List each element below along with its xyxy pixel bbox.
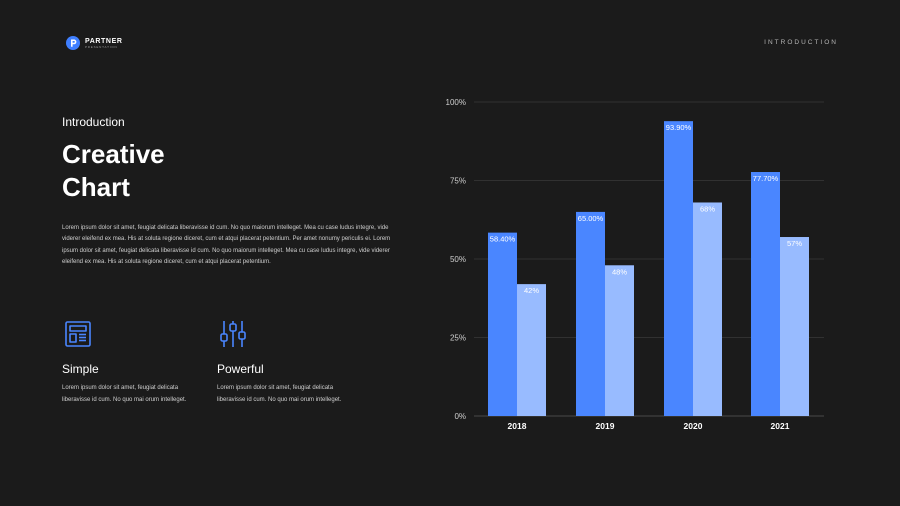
data-label: 58.40% (490, 235, 516, 244)
x-tick-label: 2018 (508, 421, 527, 431)
data-label: 48% (612, 267, 627, 276)
y-tick-label: 100% (446, 98, 466, 107)
brand-tagline: PRESENTATION (85, 44, 118, 49)
feature-text: Lorem ipsum dolor sit amet, feugiat deli… (217, 385, 342, 403)
data-label: 42% (524, 286, 539, 295)
sliders-icon (220, 321, 246, 347)
x-tick-label: 2021 (771, 421, 790, 431)
data-label: 93.90% (666, 123, 692, 132)
bar (488, 232, 517, 416)
y-tick-label: 0% (454, 412, 466, 421)
partner-logo-icon (66, 36, 80, 50)
bar (576, 211, 605, 416)
feature-powerful: Powerful Lorem ipsum dolor sit amet, feu… (217, 318, 352, 406)
brand-name: PARTNER (85, 37, 123, 45)
intro-body: Lorem ipsum dolor sit amet, feugiat deli… (62, 225, 391, 265)
data-label: 57% (787, 239, 802, 248)
bar (693, 202, 722, 416)
page-title: Creative Chart (62, 138, 165, 204)
y-tick-label: 50% (450, 255, 466, 264)
newspaper-icon (65, 321, 91, 347)
y-tick-label: 25% (450, 334, 466, 343)
title-line-2: Chart (62, 172, 130, 202)
intro-subtitle: Introduction (62, 115, 125, 129)
bar (605, 265, 634, 416)
feature-title: Simple (62, 362, 99, 376)
y-tick-label: 75% (450, 177, 466, 186)
feature-title: Powerful (217, 362, 264, 376)
feature-text: Lorem ipsum dolor sit amet, feugiat deli… (62, 385, 187, 403)
x-tick-label: 2019 (596, 421, 615, 431)
bar (780, 237, 809, 416)
data-label: 65.00% (578, 214, 604, 223)
feature-simple: Simple Lorem ipsum dolor sit amet, feugi… (62, 318, 197, 406)
section-label: INTRODUCTION (764, 39, 838, 46)
x-tick-label: 2020 (684, 421, 703, 431)
bar (517, 284, 546, 416)
data-label: 77.70% (753, 174, 779, 183)
brand-logo: PARTNER PRESENTATION (66, 36, 123, 50)
data-label: 68% (700, 204, 715, 213)
bar (751, 172, 780, 416)
bar (664, 121, 693, 417)
title-line-1: Creative (62, 139, 165, 169)
